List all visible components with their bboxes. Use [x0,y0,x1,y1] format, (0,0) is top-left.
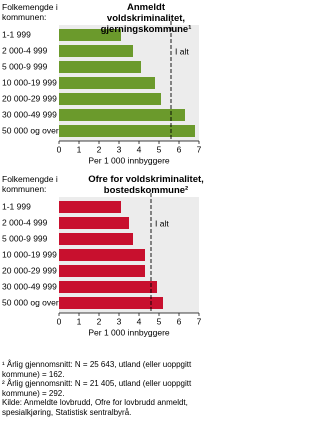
bar [59,297,163,309]
bar [59,77,155,89]
y-tick-label: 30 000-49 999 [2,109,57,119]
y-tick-label: 1-1 999 [2,29,31,39]
bar [59,61,141,73]
bar [59,93,161,105]
bar [59,45,133,57]
x-tick-label: 4 [137,144,142,154]
x-axis-title: Per 1 000 innbyggere [88,155,170,165]
x-axis-title: Per 1 000 innbyggere [88,327,170,337]
y-tick-label: 50 000 og over [2,125,59,135]
footnotes: ¹ Årlig gjennomsnitt: N = 25 643, utland… [2,360,204,418]
charts: 0 1 2 3 4 5 6 7 Per 1 000 innbyggere 1-1 999 2 000… [2,21,202,337]
x-tick-label: 6 [177,144,182,154]
bar [59,249,145,261]
page: {"chart_data": [ {"type": "bar", "title"… [2,2,204,418]
footnote: ² Årlig gjennomsnitt: N = 21 405, utland… [2,379,192,398]
bar [59,281,157,293]
y-tick-label: 10 000-19 999 [2,249,57,259]
y-axis-title: Folkemengde i kommunen: [2,2,58,22]
y-tick-label: 5 000-9 999 [2,233,48,243]
bar [59,265,145,277]
bar [59,109,185,121]
x-tick-label: 2 [97,316,102,326]
bar [59,217,129,229]
x-tick-label: 0 [57,316,62,326]
x-tick-label: 6 [177,316,182,326]
reference-label: I alt [175,46,189,56]
footnote: ¹ Årlig gjennomsnitt: N = 25 643, utland… [2,360,192,379]
bar [59,201,121,213]
x-tick-label: 4 [137,316,142,326]
y-tick-label: 5 000-9 999 [2,61,48,71]
chart-title: Anmeldt voldskriminalitet, gjerningskomm… [100,2,192,35]
y-tick-label: 1-1 999 [2,201,31,211]
bar [59,29,121,41]
y-tick-label: 20 000-29 999 [2,265,57,275]
bar [59,233,133,245]
x-tick-label: 1 [77,144,82,154]
bar [59,125,195,137]
y-tick-label: 2 000-4 999 [2,217,48,227]
x-tick-label: 7 [197,316,202,326]
y-tick-label: 10 000-19 999 [2,77,57,87]
x-tick-label: 5 [157,144,162,154]
footnote: Kilde: Anmeldte lovbrudd, Ofre for lovbr… [2,398,188,417]
x-tick-label: 3 [117,144,122,154]
y-axis-title: Folkemengde i kommunen: [2,174,58,194]
chart-title: Ofre for voldskriminalitet, bostedskommu… [88,174,204,196]
x-tick-label: 5 [157,316,162,326]
x-tick-label: 3 [117,316,122,326]
y-tick-label: 20 000-29 999 [2,93,57,103]
y-tick-label: 50 000 og over [2,297,59,307]
x-tick-label: 2 [97,144,102,154]
y-tick-label: 30 000-49 999 [2,281,57,291]
x-tick-label: 0 [57,144,62,154]
reference-label: I alt [155,218,169,228]
x-tick-label: 7 [197,144,202,154]
x-tick-label: 1 [77,316,82,326]
y-tick-label: 2 000-4 999 [2,45,48,55]
